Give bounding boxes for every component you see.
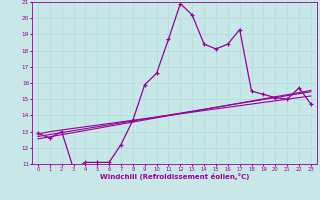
- X-axis label: Windchill (Refroidissement éolien,°C): Windchill (Refroidissement éolien,°C): [100, 173, 249, 180]
